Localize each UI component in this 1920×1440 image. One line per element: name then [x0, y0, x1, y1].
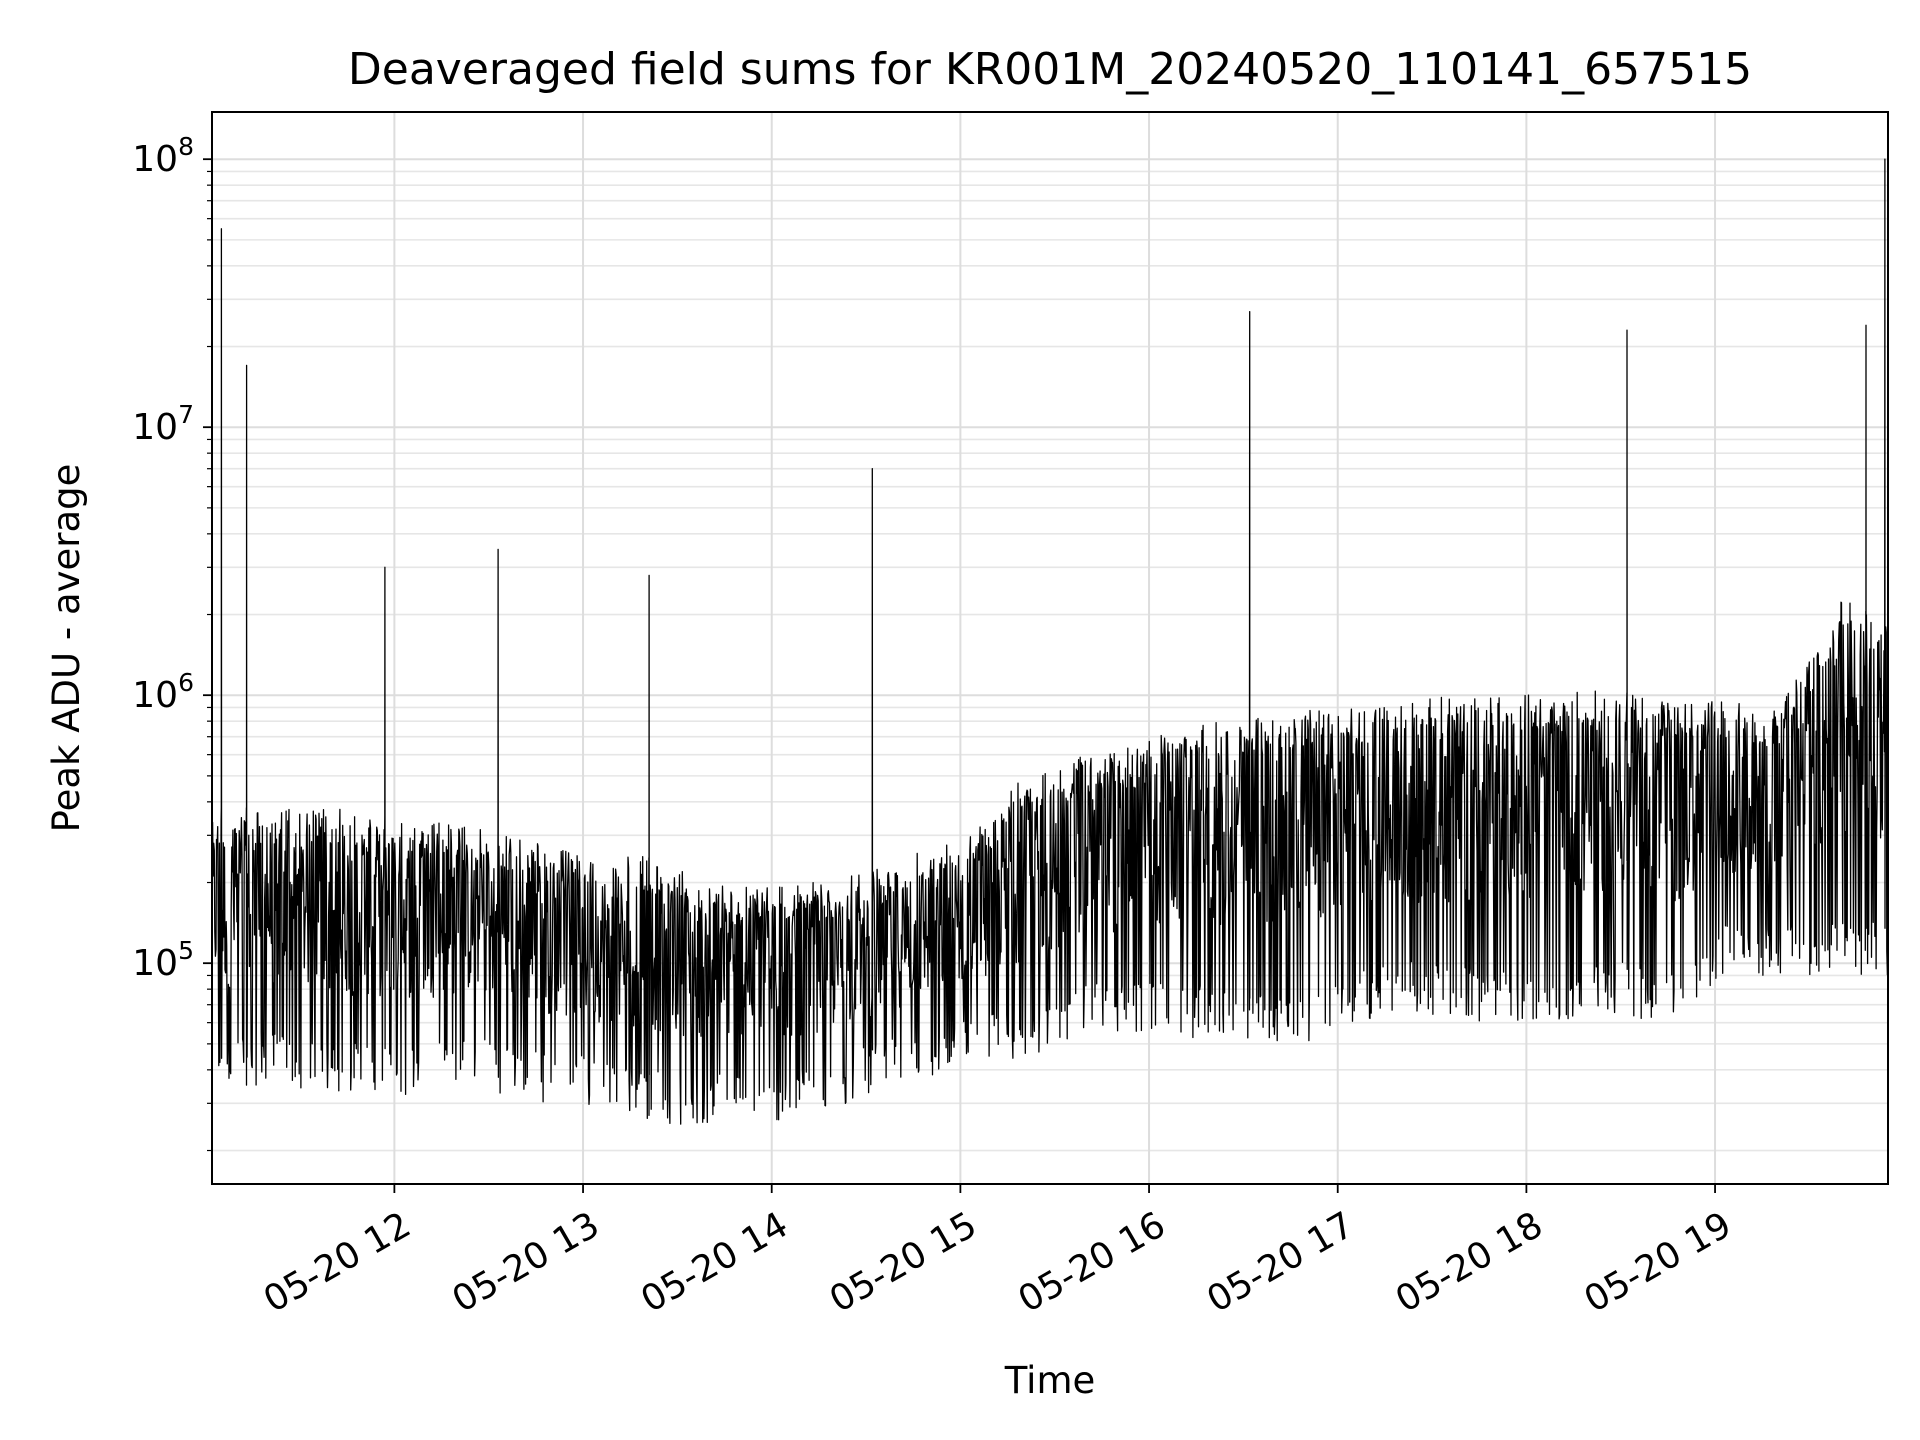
y-tick-label: 105: [132, 936, 194, 984]
y-tick-label-exponent: 6: [178, 668, 194, 697]
y-tick-label-exponent: 5: [178, 936, 194, 965]
y-tick-label-base: 10: [132, 675, 178, 716]
y-tick-label: 108: [132, 132, 194, 180]
y-axis-label: Peak ADU - average: [45, 464, 88, 833]
plot-frame: [211, 111, 1889, 1185]
y-tick-label-exponent: 7: [178, 400, 194, 429]
y-tick-label: 106: [132, 668, 194, 716]
y-tick-label-base: 10: [132, 943, 178, 984]
y-tick-label-base: 10: [132, 139, 178, 180]
y-tick-label: 107: [132, 400, 194, 448]
chart-title: Deaveraged field sums for KR001M_2024052…: [348, 44, 1752, 95]
data-series-line: [211, 158, 1889, 1125]
y-tick-label-base: 10: [132, 407, 178, 448]
y-tick-label-exponent: 8: [178, 132, 194, 161]
x-axis-label: Time: [1004, 1359, 1096, 1402]
